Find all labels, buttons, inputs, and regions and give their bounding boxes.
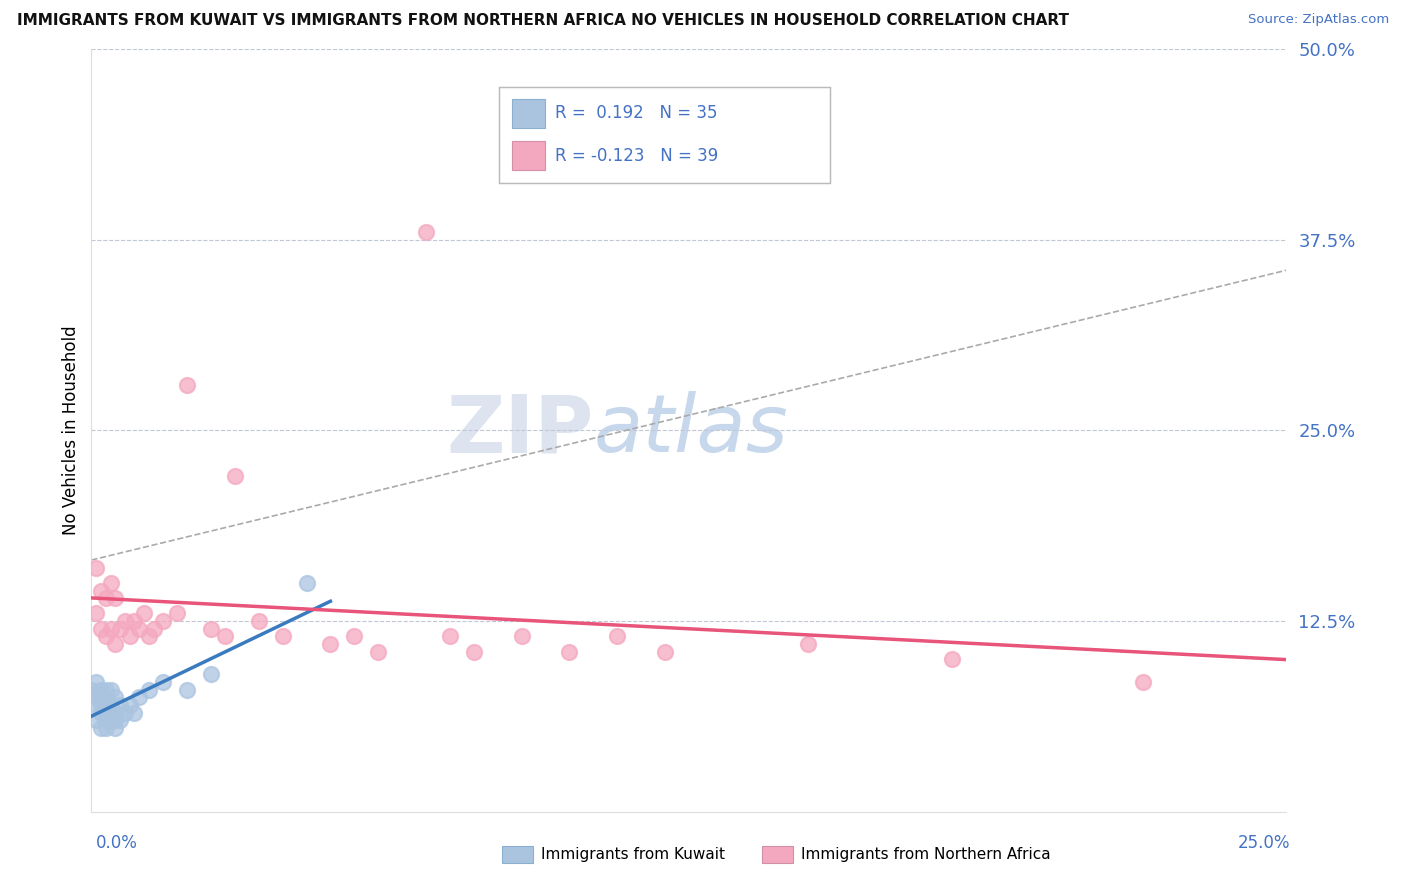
Point	[94, 713, 117, 727]
Point	[176, 682, 198, 697]
Point	[152, 614, 174, 628]
Point	[84, 560, 107, 574]
Point	[114, 706, 136, 720]
Point	[132, 607, 155, 621]
Bar	[512, 99, 546, 128]
Point	[84, 675, 107, 690]
Point	[108, 713, 131, 727]
Point	[104, 706, 127, 720]
Point	[104, 713, 127, 727]
Point	[941, 652, 963, 666]
Point	[114, 614, 136, 628]
Point	[80, 682, 103, 697]
Point	[94, 698, 117, 712]
Point	[606, 629, 628, 643]
Point	[439, 629, 461, 643]
Point	[224, 469, 246, 483]
Point	[295, 576, 318, 591]
Text: atlas: atlas	[593, 392, 789, 469]
Point	[797, 637, 820, 651]
Point	[84, 690, 107, 705]
Text: R =  0.192   N = 35: R = 0.192 N = 35	[555, 104, 718, 122]
Point	[104, 721, 127, 735]
Point	[90, 583, 112, 598]
Point	[84, 698, 107, 712]
Point	[90, 721, 112, 735]
Point	[152, 675, 174, 690]
Point	[176, 377, 198, 392]
Point	[108, 698, 131, 712]
Text: Source: ZipAtlas.com: Source: ZipAtlas.com	[1249, 13, 1389, 27]
Point	[200, 667, 222, 681]
Point	[94, 682, 117, 697]
Text: R = -0.123   N = 39: R = -0.123 N = 39	[555, 147, 718, 165]
Point	[100, 576, 122, 591]
Point	[128, 690, 150, 705]
Point	[124, 614, 146, 628]
Point	[94, 591, 117, 606]
Point	[654, 644, 676, 658]
Point	[84, 713, 107, 727]
Point	[118, 629, 141, 643]
Point	[200, 622, 222, 636]
Point	[1132, 675, 1154, 690]
Point	[128, 622, 150, 636]
Point	[510, 629, 533, 643]
Point	[104, 690, 127, 705]
Point	[90, 698, 112, 712]
Point	[100, 682, 122, 697]
Text: ZIP: ZIP	[446, 392, 593, 469]
Text: Immigrants from Northern Africa: Immigrants from Northern Africa	[801, 847, 1052, 862]
Point	[94, 690, 117, 705]
Point	[138, 682, 160, 697]
Point	[214, 629, 236, 643]
Point	[90, 690, 112, 705]
Point	[367, 644, 389, 658]
Point	[138, 629, 160, 643]
Point	[90, 622, 112, 636]
Point	[90, 706, 112, 720]
Text: Immigrants from Kuwait: Immigrants from Kuwait	[541, 847, 725, 862]
Text: 25.0%: 25.0%	[1239, 834, 1291, 852]
Text: IMMIGRANTS FROM KUWAIT VS IMMIGRANTS FROM NORTHERN AFRICA NO VEHICLES IN HOUSEHO: IMMIGRANTS FROM KUWAIT VS IMMIGRANTS FRO…	[17, 13, 1069, 29]
Bar	[512, 142, 546, 170]
Point	[166, 607, 188, 621]
Point	[94, 721, 117, 735]
Point	[104, 637, 127, 651]
Point	[463, 644, 485, 658]
Point	[94, 629, 117, 643]
Point	[84, 607, 107, 621]
Point	[104, 591, 127, 606]
Point	[90, 682, 112, 697]
Point	[271, 629, 294, 643]
Point	[415, 225, 437, 239]
Text: 0.0%: 0.0%	[96, 834, 138, 852]
Point	[100, 698, 122, 712]
Point	[94, 706, 117, 720]
Point	[142, 622, 165, 636]
Point	[100, 622, 122, 636]
Y-axis label: No Vehicles in Household: No Vehicles in Household	[62, 326, 80, 535]
Point	[118, 698, 141, 712]
Point	[558, 644, 581, 658]
Point	[100, 713, 122, 727]
Point	[247, 614, 270, 628]
Point	[343, 629, 366, 643]
Point	[100, 706, 122, 720]
Point	[319, 637, 342, 651]
Point	[124, 706, 146, 720]
Point	[108, 622, 131, 636]
